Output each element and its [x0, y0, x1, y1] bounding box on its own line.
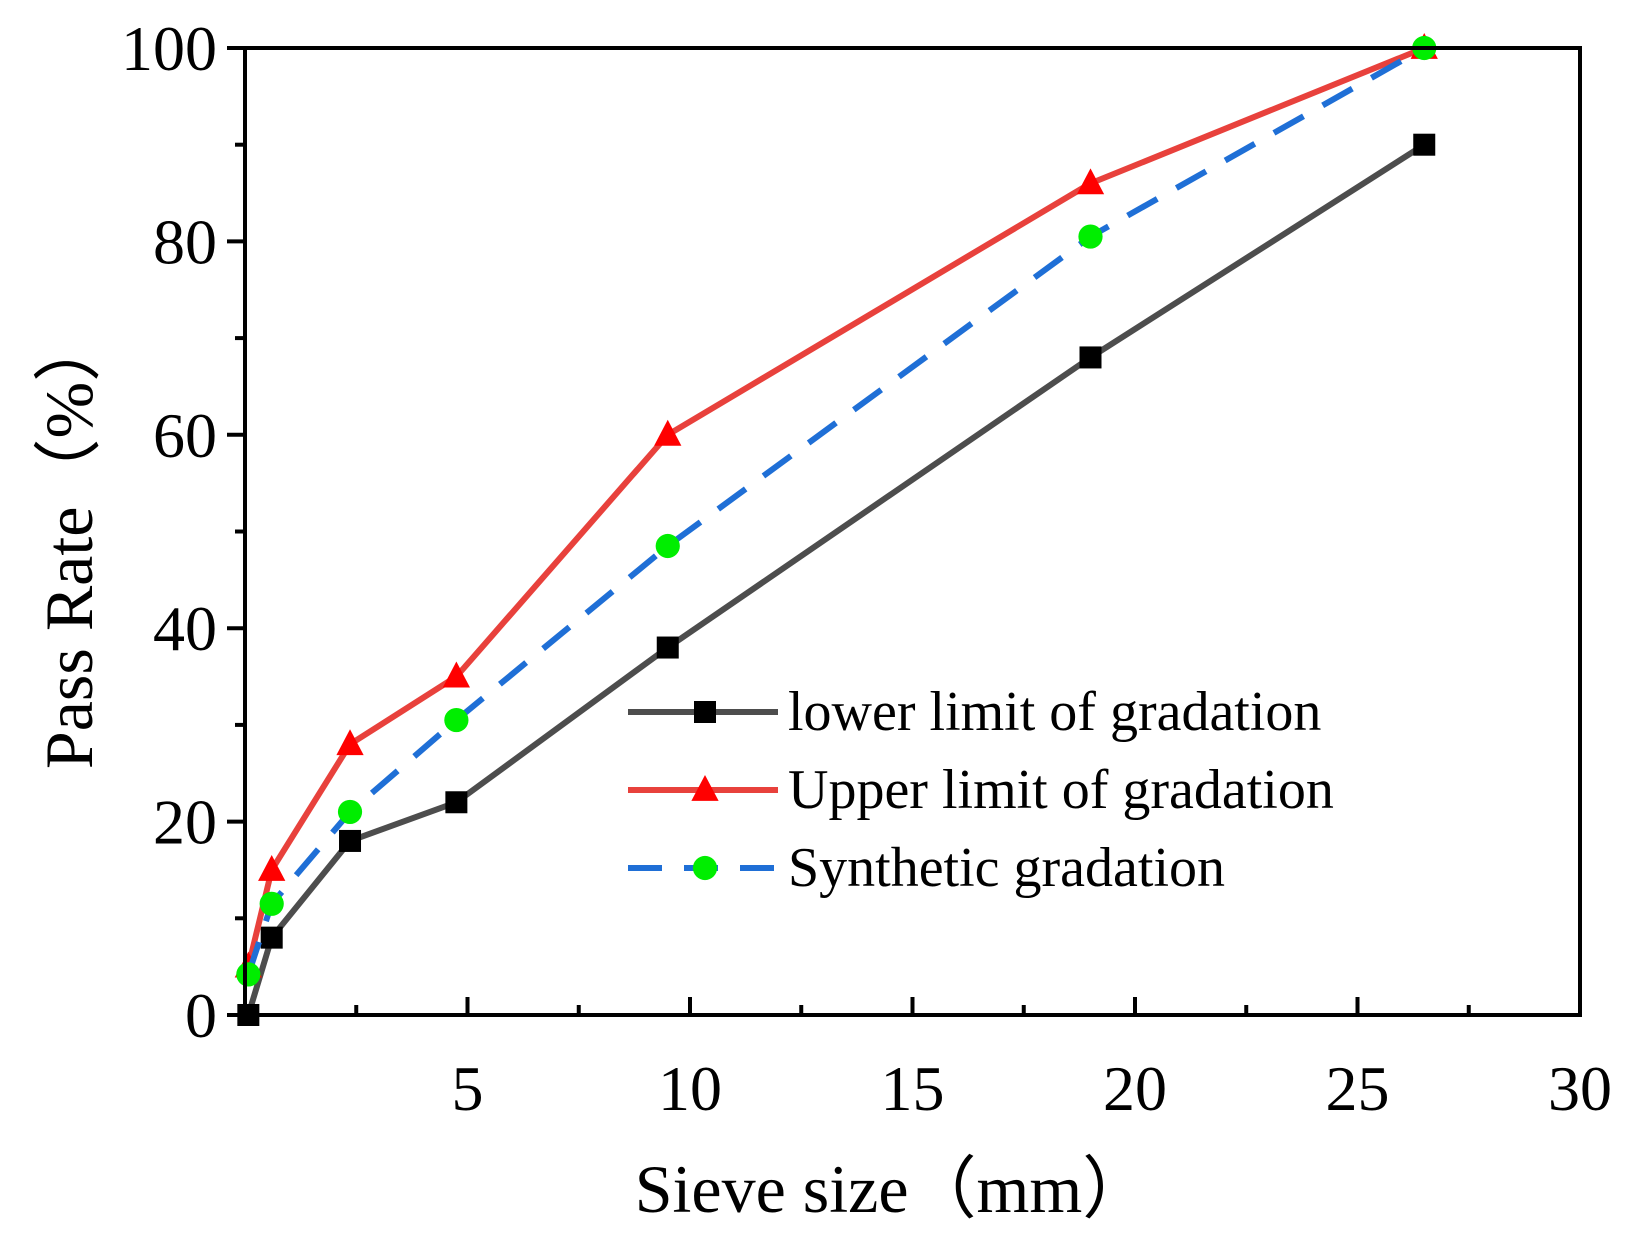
square-marker [339, 829, 362, 852]
series-line [245, 45, 1426, 976]
series-line [245, 45, 1426, 968]
triangle-marker [442, 661, 471, 688]
y-tick-label: 60 [153, 400, 217, 471]
x-tick-label: 30 [1548, 1053, 1612, 1124]
legend-label: Synthetic gradation [788, 837, 1225, 899]
y-tick-label: 80 [153, 206, 217, 277]
circle-marker [259, 891, 284, 916]
y-axis-title: Pass Rate（%） [31, 314, 107, 769]
series-1 [234, 32, 1438, 978]
triangle-marker [1076, 168, 1105, 195]
triangle-marker [654, 419, 682, 446]
series-0 [237, 133, 1436, 1026]
legend-label: Upper limit of gradation [788, 759, 1334, 821]
series-2 [236, 35, 1437, 987]
circle-marker [236, 962, 261, 987]
y-tick-label: 0 [185, 980, 217, 1051]
square-marker [1079, 346, 1102, 369]
square-marker [260, 926, 283, 949]
square-marker [656, 636, 679, 659]
triangle-marker [691, 774, 719, 801]
x-tick-label: 5 [452, 1053, 484, 1124]
circle-marker [1078, 224, 1103, 249]
x-tick-label: 25 [1326, 1053, 1390, 1124]
circle-marker [655, 533, 680, 559]
triangle-marker [258, 854, 286, 881]
square-marker [694, 701, 716, 723]
circle-marker [337, 799, 363, 825]
series-layer [234, 32, 1438, 1026]
square-marker [1413, 133, 1436, 156]
ticks-layer: 5 10 15 20 25 30 0 20 40 60 80 100 [121, 13, 1612, 1124]
y-tick-label: 20 [153, 787, 217, 858]
legend-label: lower limit of gradation [788, 681, 1321, 743]
circle-marker [444, 707, 469, 733]
x-tick-label: 15 [881, 1053, 945, 1124]
legend: lower limit of gradation Upper limit of g… [628, 681, 1334, 899]
x-axis-title: Sieve size（mm） [635, 1151, 1151, 1227]
y-tick-label: 40 [153, 593, 217, 664]
y-tick-label: 100 [121, 13, 217, 84]
triangle-marker [336, 729, 364, 756]
x-tick-label: 20 [1103, 1053, 1167, 1124]
circle-marker [692, 855, 718, 881]
square-marker [445, 791, 468, 814]
x-tick-label: 10 [658, 1053, 722, 1124]
